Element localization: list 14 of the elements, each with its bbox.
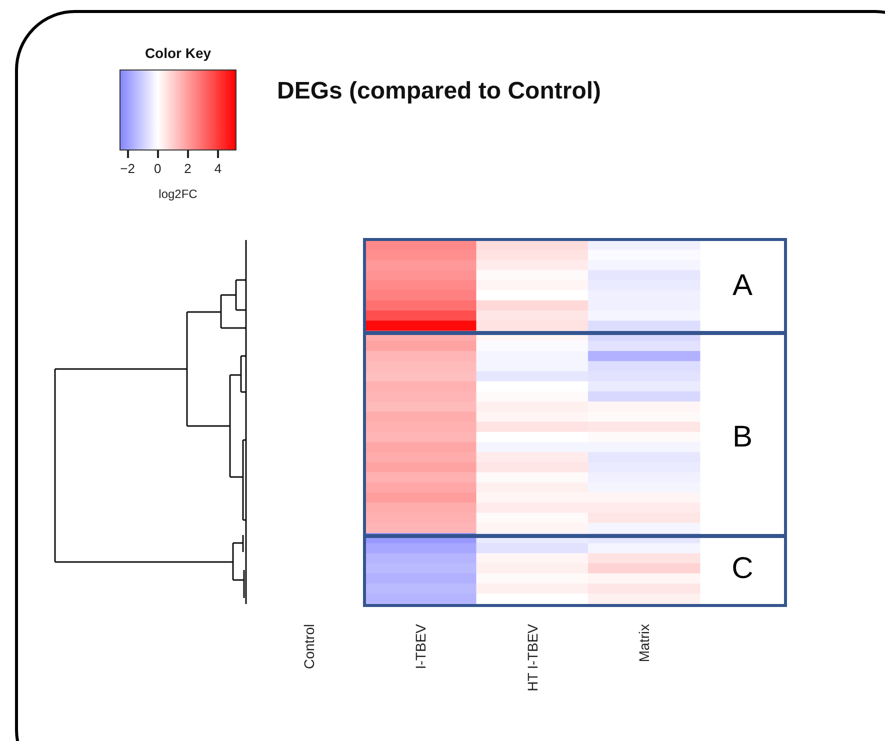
y2-tick-label: C xyxy=(732,552,754,586)
x-tick-label: Control xyxy=(300,624,317,670)
y2-tick-label: A xyxy=(732,269,753,302)
legend-title: Color Key xyxy=(144,45,212,61)
color-bar-title: log2FC xyxy=(158,187,198,201)
y2-tick-label: B xyxy=(732,420,753,454)
color-bar-label: 2 xyxy=(184,161,192,176)
x-tick-label: I-TBEV xyxy=(412,623,429,670)
color-bar-label: −2 xyxy=(120,161,135,176)
x-tick-label: Matrix xyxy=(636,624,652,662)
color-bar-label: 4 xyxy=(214,161,222,176)
color-bar-label: 0 xyxy=(154,161,162,176)
chart-title: DEGs (compared to Control) xyxy=(277,78,602,104)
x-tick-label: HT I-TBEV xyxy=(524,623,540,692)
